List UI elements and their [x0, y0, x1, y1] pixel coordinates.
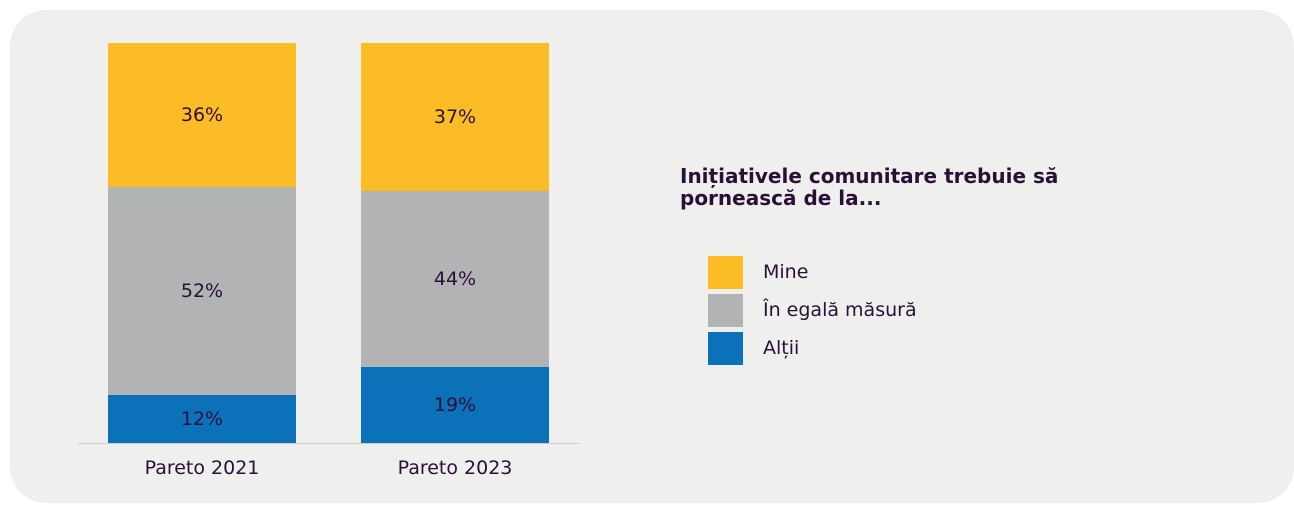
- legend-label-mine: Mine: [763, 261, 808, 283]
- legend-item-mine: Mine: [708, 253, 917, 291]
- legend-item-egala-masura: În egală măsură: [708, 291, 917, 329]
- data-label-pareto-2021-altii: 12%: [181, 408, 223, 430]
- legend-label-altii: Alții: [763, 337, 799, 359]
- legend-swatch-egala-masura: [708, 294, 743, 327]
- data-label-pareto-2023-mine: 37%: [434, 106, 476, 128]
- data-label-pareto-2023-altii: 19%: [434, 394, 476, 416]
- data-label-pareto-2023-in-egala-masura: 44%: [434, 268, 476, 290]
- x-tick-label-pareto-2021: Pareto 2021: [145, 457, 260, 479]
- legend-item-altii: Alții: [708, 329, 917, 367]
- legend: Mine În egală măsură Alții: [708, 253, 917, 367]
- legend-label-egala-masura: În egală măsură: [763, 299, 917, 321]
- data-label-pareto-2021-in-egala-masura: 52%: [181, 280, 223, 302]
- legend-swatch-altii: [708, 332, 743, 365]
- legend-title: Inițiativele comunitare trebuie să porne…: [680, 165, 1140, 209]
- legend-swatch-mine: [708, 256, 743, 289]
- data-label-pareto-2021-mine: 36%: [181, 104, 223, 126]
- x-tick-label-pareto-2023: Pareto 2023: [398, 457, 513, 479]
